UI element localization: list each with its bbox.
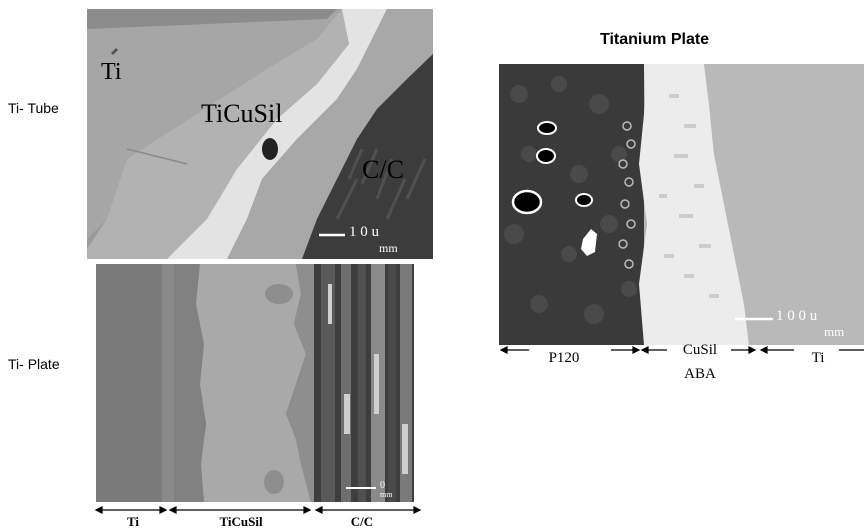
titanium-plate-axis-p120: P120 xyxy=(548,350,580,366)
titanium-plate-micrograph: 1 0 0 u mm xyxy=(499,64,864,345)
ti-tube-micrograph: Ti TiCuSil C/C 1 0 u mm xyxy=(87,9,433,259)
titanium-plate-axis-aba: ABA xyxy=(684,366,716,382)
plate-scale-unit: mm xyxy=(380,490,393,499)
titanium-plate-micrograph-image xyxy=(499,64,864,345)
ti-plate-micrograph: 0 mm xyxy=(96,264,414,502)
titanium-plate-title: Titanium Plate xyxy=(600,31,710,48)
tube-ticusil-label: TiCuSil xyxy=(201,99,283,128)
titanium-plate-scale-number: 1 0 0 u xyxy=(776,308,818,324)
tube-scale-number: 1 0 u xyxy=(349,224,379,240)
titanium-plate-axis-ti: Ti xyxy=(811,350,825,366)
tube-scale-unit: mm xyxy=(379,241,398,255)
ti-tube-micrograph-image xyxy=(87,9,433,259)
tube-ti-label: Ti xyxy=(101,59,122,85)
ti-tube-label: Ti- Tube xyxy=(8,100,59,116)
titanium-plate-scale-unit: mm xyxy=(824,324,845,339)
titanium-plate-axis-cusil: CuSil xyxy=(682,342,718,358)
titanium-plate-axis-arrows xyxy=(499,346,864,354)
tube-cc-label: C/C xyxy=(362,155,404,184)
plate-axis-ticusil: TiCuSil xyxy=(219,514,263,529)
plate-axis-arrows xyxy=(94,506,422,514)
ti-plate-micrograph-image xyxy=(96,264,414,502)
plate-axis-ti: Ti xyxy=(126,514,140,529)
plate-scale-number: 0 xyxy=(380,480,385,491)
plate-axis-cc: C/C xyxy=(350,514,374,529)
ti-plate-label: Ti- Plate xyxy=(8,356,60,372)
